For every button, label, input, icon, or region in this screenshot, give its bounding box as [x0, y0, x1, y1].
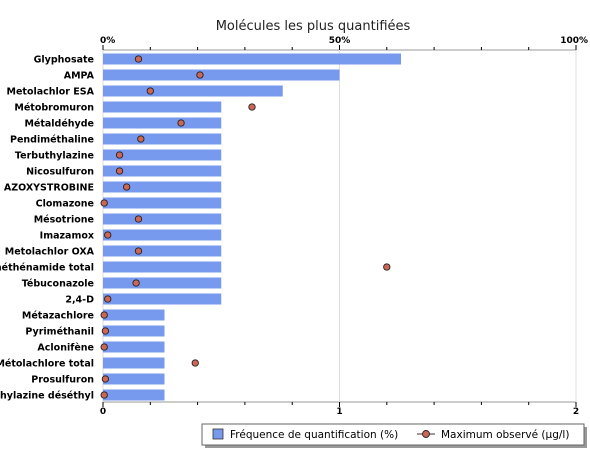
maximum-point	[134, 55, 143, 63]
top-axis-tick-label: 100%	[560, 36, 588, 46]
maximum-point	[137, 135, 145, 143]
category-label: Glyphosate	[34, 55, 94, 66]
frequency-bar	[103, 213, 222, 225]
frequency-bar	[103, 165, 222, 177]
maximum-point	[100, 391, 108, 399]
maximum-point	[383, 263, 391, 271]
category-label: Métobromuron	[14, 103, 94, 114]
frequency-bar	[103, 69, 340, 81]
maximum-point	[104, 231, 112, 239]
maximum-point	[196, 71, 204, 79]
frequency-bar	[103, 101, 222, 113]
maximum-point	[177, 119, 185, 127]
frequency-bar	[103, 261, 222, 273]
frequency-bar	[103, 309, 165, 321]
category-label: Métazachlore	[22, 311, 94, 322]
category-label: Mésotrione	[34, 215, 94, 226]
maximum-point	[100, 199, 108, 207]
category-label: Aclonifène	[37, 343, 94, 354]
legend-box	[201, 423, 585, 446]
bottom-axis: 0 1 2	[100, 402, 579, 417]
category-label: Pyriméthanil	[25, 327, 94, 338]
frequency-bar	[103, 341, 165, 353]
category-label: Metolachlor ESA	[7, 87, 95, 98]
category-label: Métolachlore total	[0, 359, 94, 370]
maximum-point	[132, 279, 140, 287]
top-axis-tick-label: 0%	[100, 36, 115, 46]
top-axis: 0% 50% 100%	[100, 36, 588, 50]
frequency-bar	[103, 117, 222, 129]
frequency-bars	[103, 53, 401, 401]
category-label: Prosulfuron	[31, 375, 94, 386]
category-label: Imazamox	[40, 231, 94, 242]
legend: Fréquence de quantification (%) Maximum …	[201, 423, 587, 448]
maximum-point	[191, 359, 199, 367]
maximum-point	[115, 151, 124, 159]
frequency-bar	[103, 389, 165, 401]
bottom-axis-tick-label: 1	[336, 407, 342, 417]
bottom-axis-tick-label: 2	[573, 407, 579, 417]
category-label: Diméthénamide total	[0, 263, 94, 274]
frequency-bar	[103, 277, 222, 289]
category-label: Terbuthylazine déséthyl	[0, 391, 94, 402]
frequency-bar	[103, 325, 165, 337]
top-axis-tick-label: 50%	[329, 36, 351, 46]
category-label: Tébuconazole	[22, 279, 94, 290]
frequency-bar	[103, 149, 222, 161]
category-labels: Glyphosate AMPA Metolachlor ESA Métobromuro…	[0, 55, 95, 402]
category-label: Terbuthylazine	[15, 151, 94, 162]
frequency-bar	[103, 229, 222, 241]
frequency-bar	[103, 133, 222, 145]
bottom-axis-tick-label: 0	[100, 407, 106, 417]
category-label: Clomazone	[36, 199, 94, 210]
maximum-point	[248, 103, 256, 111]
legend-label-maximum: Maximum observé (µg/l)	[441, 429, 569, 441]
category-label: AZOXYSTROBINE	[4, 183, 94, 194]
frequency-bar	[103, 85, 283, 97]
maximum-point	[146, 87, 154, 95]
frequency-bar	[103, 181, 222, 193]
category-label: Pendiméthaline	[10, 135, 94, 146]
category-label: AMPA	[64, 71, 95, 82]
maximum-point	[101, 375, 110, 383]
maximum-point	[115, 167, 124, 175]
category-label: Métaldéhyde	[24, 119, 94, 130]
legend-swatch-frequency	[212, 428, 224, 440]
frequency-bar	[103, 373, 165, 385]
frequency-bar	[103, 197, 222, 209]
frequency-bar	[103, 245, 222, 257]
maximum-point	[123, 183, 131, 191]
maximum-point	[104, 295, 112, 303]
legend-label-frequency: Fréquence de quantification (%)	[230, 429, 398, 441]
frequency-bar	[103, 357, 165, 369]
maximum-points	[100, 55, 391, 399]
maximum-point	[100, 311, 108, 319]
category-label: Metolachlor OXA	[5, 247, 95, 258]
category-label: Nicosulfuron	[26, 167, 94, 178]
frequency-bar	[103, 293, 222, 305]
maximum-point	[101, 327, 110, 335]
maximum-point	[134, 247, 143, 255]
frequency-bar	[103, 53, 401, 65]
maximum-point	[134, 215, 143, 223]
category-label: 2,4-D	[65, 295, 94, 306]
maximum-point	[100, 343, 108, 351]
legend-marker-maximum	[422, 430, 430, 438]
chart-title: Molécules les plus quantifiées	[216, 19, 411, 34]
